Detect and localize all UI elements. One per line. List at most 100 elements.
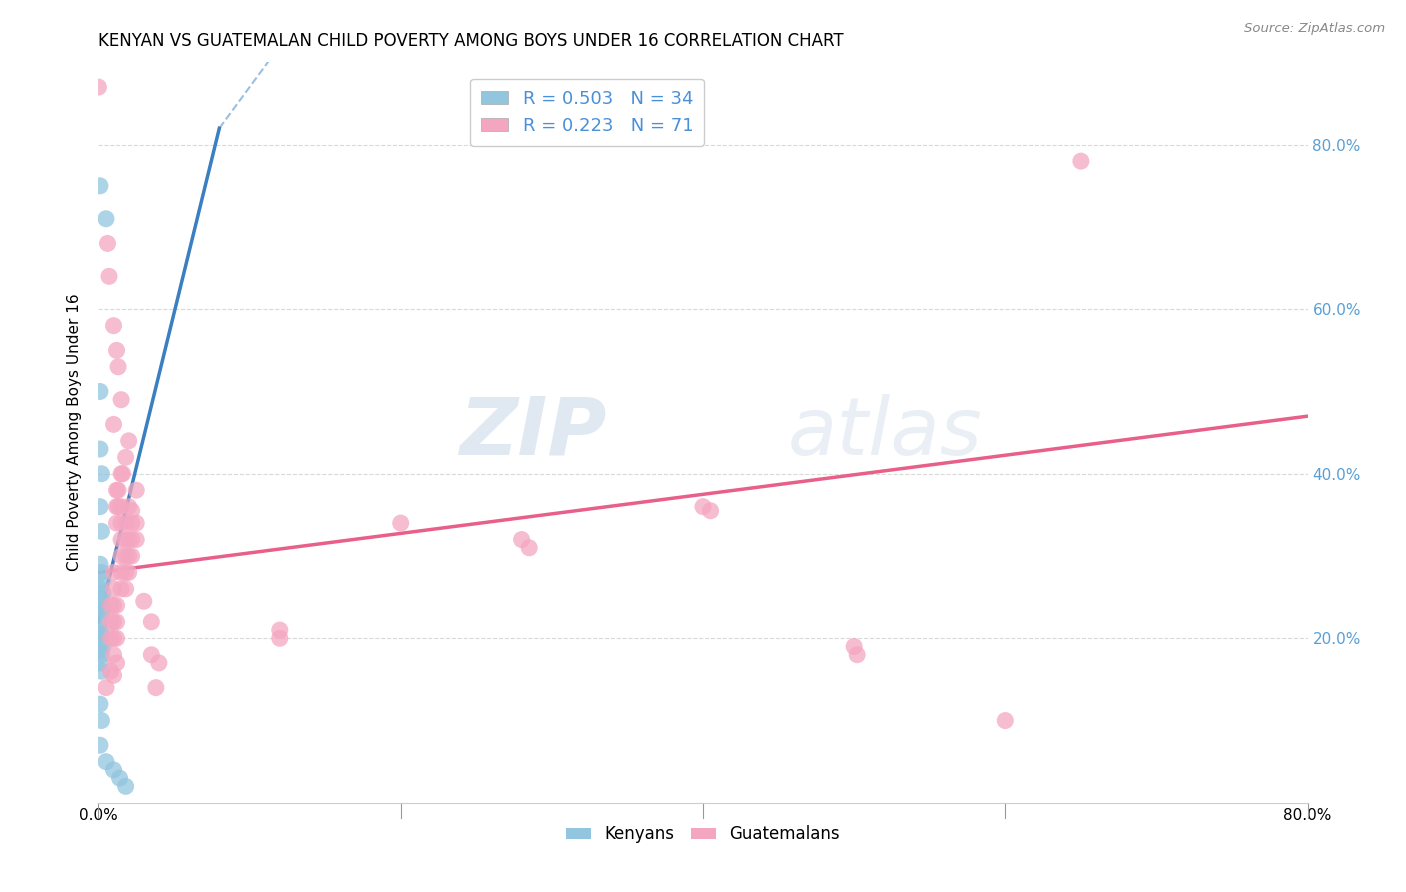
Point [108, 771, 131, 785]
Point [90, 664, 112, 678]
Point [103, 566, 125, 580]
Point [103, 763, 125, 777]
Point [148, 656, 170, 670]
Point [100, 615, 122, 629]
Point [89, 738, 111, 752]
Point [90, 467, 112, 481]
Point [125, 516, 148, 530]
Point [118, 500, 141, 514]
Point [98, 269, 121, 284]
Point [90, 599, 112, 613]
Point [110, 566, 132, 580]
Point [91, 586, 114, 600]
Point [105, 516, 128, 530]
Point [103, 599, 125, 613]
Point [94, 681, 117, 695]
Point [100, 632, 122, 646]
Point [121, 533, 143, 547]
Point [118, 566, 141, 580]
Point [103, 615, 125, 629]
Point [105, 615, 128, 629]
Point [89, 582, 111, 596]
Point [114, 582, 136, 596]
Point [111, 467, 134, 481]
Point [114, 533, 136, 547]
Point [107, 483, 129, 498]
Point [105, 343, 128, 358]
Point [90, 566, 112, 580]
Point [91, 574, 114, 588]
Point [994, 714, 1017, 728]
Point [269, 632, 291, 646]
Point [699, 504, 721, 518]
Point [692, 500, 714, 514]
Point [90, 648, 112, 662]
Point [94, 211, 117, 226]
Text: Source: ZipAtlas.com: Source: ZipAtlas.com [1244, 22, 1385, 36]
Point [110, 549, 132, 563]
Point [118, 434, 141, 448]
Point [89, 500, 111, 514]
Point [103, 417, 125, 432]
Point [141, 648, 163, 662]
Text: KENYAN VS GUATEMALAN CHILD POVERTY AMONG BOYS UNDER 16 CORRELATION CHART: KENYAN VS GUATEMALAN CHILD POVERTY AMONG… [98, 32, 844, 50]
Point [114, 450, 136, 465]
Point [114, 780, 136, 794]
Point [103, 318, 125, 333]
Point [132, 594, 155, 608]
Point [89, 442, 111, 456]
Point [110, 467, 132, 481]
Point [121, 516, 143, 530]
Point [89, 697, 111, 711]
Point [103, 648, 125, 662]
Point [105, 656, 128, 670]
Point [110, 500, 132, 514]
Point [105, 632, 128, 646]
Point [844, 640, 866, 654]
Point [121, 504, 143, 518]
Point [90, 714, 112, 728]
Point [90, 524, 112, 539]
Point [105, 599, 128, 613]
Point [1070, 154, 1092, 169]
Y-axis label: Child Poverty Among Boys Under 16: Child Poverty Among Boys Under 16 [67, 293, 83, 572]
Point [89, 558, 111, 572]
Point [90, 607, 112, 621]
Point [114, 566, 136, 580]
Point [145, 681, 167, 695]
Point [94, 755, 117, 769]
Point [100, 664, 122, 678]
Point [91, 640, 114, 654]
Point [90, 627, 112, 641]
Point [114, 549, 136, 563]
Point [87, 80, 110, 95]
Point [89, 178, 111, 193]
Point [89, 656, 111, 670]
Point [89, 623, 111, 637]
Text: atlas: atlas [787, 393, 983, 472]
Point [107, 359, 129, 374]
Point [90, 635, 112, 649]
Point [89, 632, 111, 646]
Point [103, 632, 125, 646]
Point [121, 549, 143, 563]
Point [125, 533, 148, 547]
Text: ZIP: ZIP [458, 393, 606, 472]
Point [110, 392, 132, 407]
Point [846, 648, 869, 662]
Point [91, 602, 114, 616]
Point [89, 643, 111, 657]
Point [110, 516, 132, 530]
Point [125, 483, 148, 498]
Point [105, 483, 128, 498]
Point [114, 516, 136, 530]
Point [141, 615, 163, 629]
Point [107, 500, 129, 514]
Point [103, 582, 125, 596]
Point [96, 236, 118, 251]
Point [90, 590, 112, 604]
Point [100, 599, 122, 613]
Point [89, 594, 111, 608]
Point [103, 668, 125, 682]
Point [389, 516, 412, 530]
